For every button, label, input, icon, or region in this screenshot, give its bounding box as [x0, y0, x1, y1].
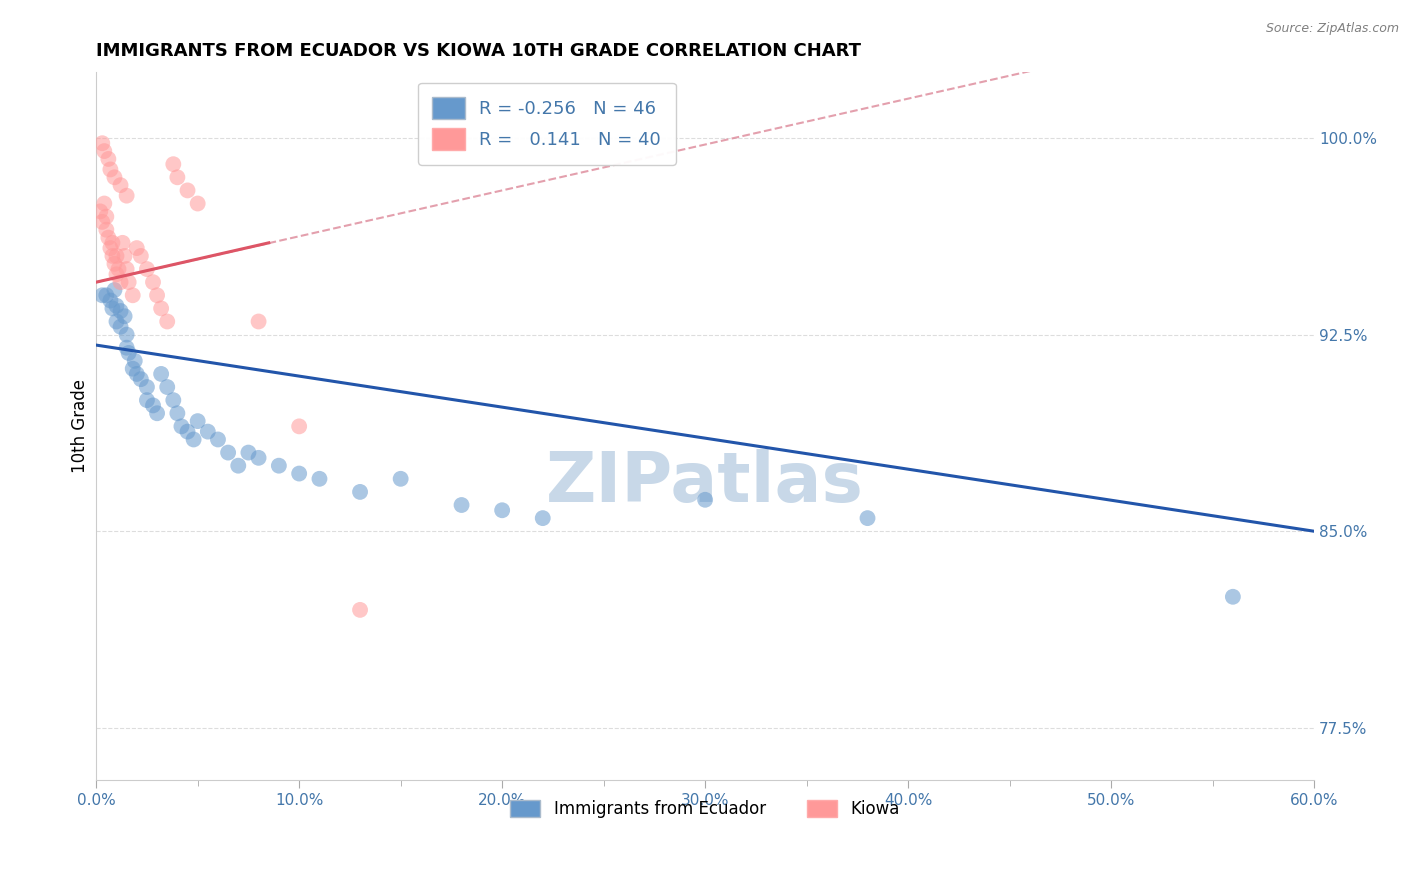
Point	[136, 380, 159, 394]
Point	[115, 262, 138, 277]
Point	[101, 301, 124, 316]
Text: IMMIGRANTS FROM ECUADOR VS KIOWA 10TH GRADE CORRELATION CHART: IMMIGRANTS FROM ECUADOR VS KIOWA 10TH GR…	[96, 42, 862, 60]
Point	[156, 380, 179, 394]
Point	[129, 249, 152, 263]
Point	[136, 262, 159, 277]
Point	[103, 170, 125, 185]
Point	[162, 157, 184, 171]
Point	[142, 275, 165, 289]
Point	[97, 230, 120, 244]
Point	[176, 425, 198, 439]
Point	[349, 484, 371, 499]
Point	[110, 304, 132, 318]
Point	[389, 472, 412, 486]
Point	[121, 361, 143, 376]
Point	[96, 223, 118, 237]
Point	[107, 262, 129, 277]
Point	[176, 183, 198, 197]
Point	[91, 215, 114, 229]
Point	[91, 288, 114, 302]
Text: ZIPatlas: ZIPatlas	[546, 450, 865, 516]
Point	[491, 503, 513, 517]
Point	[170, 419, 193, 434]
Point	[136, 393, 159, 408]
Point	[110, 178, 132, 193]
Point	[93, 196, 115, 211]
Point	[146, 288, 169, 302]
Point	[166, 406, 188, 420]
Point	[531, 511, 554, 525]
Point	[187, 414, 209, 428]
Point	[105, 249, 128, 263]
Point	[695, 492, 717, 507]
Point	[115, 327, 138, 342]
Point	[110, 275, 132, 289]
Point	[267, 458, 290, 473]
Point	[308, 472, 330, 486]
Legend: Immigrants from Ecuador, Kiowa: Immigrants from Ecuador, Kiowa	[503, 794, 907, 825]
Point	[100, 162, 122, 177]
Point	[450, 498, 472, 512]
Point	[129, 372, 152, 386]
Point	[288, 467, 311, 481]
Point	[247, 450, 270, 465]
Point	[238, 445, 260, 459]
Point	[146, 406, 169, 420]
Point	[166, 170, 188, 185]
Point	[124, 354, 146, 368]
Point	[183, 433, 205, 447]
Point	[121, 288, 143, 302]
Point	[125, 367, 148, 381]
Point	[114, 310, 136, 324]
Point	[187, 196, 209, 211]
Point	[91, 136, 114, 151]
Point	[207, 433, 229, 447]
Point	[105, 299, 128, 313]
Point	[114, 249, 136, 263]
Point	[96, 288, 118, 302]
Point	[103, 257, 125, 271]
Point	[162, 393, 184, 408]
Text: Source: ZipAtlas.com: Source: ZipAtlas.com	[1265, 22, 1399, 36]
Point	[105, 314, 128, 328]
Point	[247, 314, 270, 328]
Point	[118, 346, 141, 360]
Point	[118, 275, 141, 289]
Point	[156, 314, 179, 328]
Point	[1222, 590, 1244, 604]
Point	[150, 367, 173, 381]
Point	[96, 210, 118, 224]
Point	[217, 445, 239, 459]
Point	[115, 188, 138, 202]
Point	[856, 511, 879, 525]
Point	[100, 293, 122, 308]
Point	[89, 204, 111, 219]
Point	[101, 235, 124, 250]
Y-axis label: 10th Grade: 10th Grade	[72, 379, 89, 474]
Point	[226, 458, 249, 473]
Point	[142, 398, 165, 412]
Point	[101, 249, 124, 263]
Point	[111, 235, 134, 250]
Point	[105, 268, 128, 282]
Point	[150, 301, 173, 316]
Point	[125, 241, 148, 255]
Point	[110, 319, 132, 334]
Point	[288, 419, 311, 434]
Point	[103, 283, 125, 297]
Point	[115, 341, 138, 355]
Point	[100, 241, 122, 255]
Point	[97, 152, 120, 166]
Point	[93, 144, 115, 158]
Point	[197, 425, 219, 439]
Point	[349, 603, 371, 617]
